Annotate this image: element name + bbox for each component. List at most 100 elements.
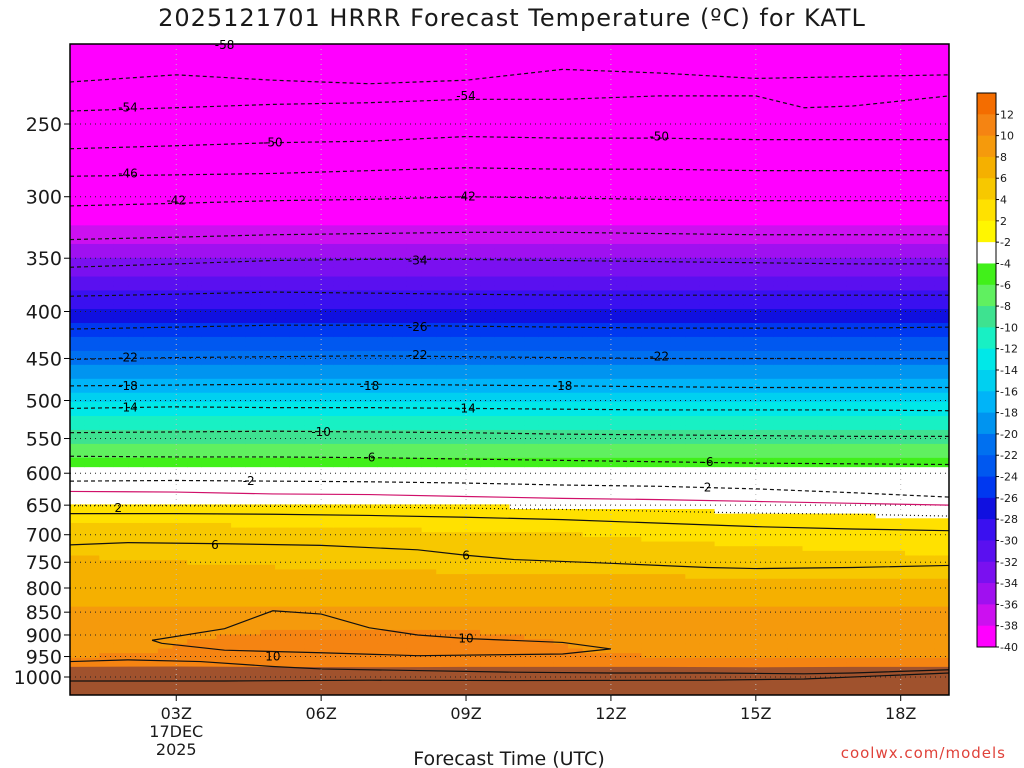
- contour-line: [70, 231, 949, 241]
- colorbar-label: -24: [1000, 471, 1018, 484]
- colorbar-swatch: [977, 135, 996, 158]
- colorbar-swatch: [977, 93, 996, 115]
- colorbar-swatch: [977, 540, 996, 563]
- contour-label: -18: [553, 379, 573, 393]
- colorbar-swatch: [977, 604, 996, 627]
- contour-label: 10: [458, 632, 473, 646]
- colorbar-label: -8: [1000, 300, 1011, 313]
- y-tick-label: 450: [26, 348, 62, 370]
- contour-line: [70, 95, 949, 112]
- colorbar: 12 10 8 6 4 2 -2 -4 -6 -8 -10 -12 -14 -16 -18 -20 -22 -24…: [976, 92, 1018, 654]
- credit-link[interactable]: coolwx.com/models: [840, 744, 1006, 762]
- colorbar-swatch: [977, 114, 996, 137]
- colorbar-label: -16: [1000, 385, 1018, 398]
- contour-line: [151, 610, 612, 657]
- x-tick-label: 18Z: [885, 704, 916, 723]
- y-tick-label: 350: [26, 248, 62, 270]
- contour-label: -14: [456, 401, 476, 415]
- contour-label: -50: [649, 130, 669, 144]
- colorbar-swatch: [977, 370, 996, 392]
- contour-line: [70, 68, 949, 85]
- colorbar-swatch: [977, 178, 996, 200]
- colorbar-swatch: [977, 497, 996, 520]
- colorbar-swatch: [977, 412, 996, 435]
- colorbar-label: 6: [1000, 172, 1007, 185]
- contour-label: -6: [702, 455, 714, 469]
- x-tick-label: 12Z: [595, 704, 626, 723]
- colorbar-label: 10: [1000, 130, 1014, 143]
- contour-line: [70, 505, 949, 517]
- contour-label: -2: [243, 474, 255, 488]
- contour-label: -22: [118, 351, 138, 365]
- colorbar-label: -34: [1000, 577, 1018, 590]
- colorbar-swatch: [977, 199, 996, 222]
- colorbar-swatch: [977, 561, 996, 584]
- x-tick-label: 06Z: [305, 704, 336, 723]
- contour-line: [70, 490, 949, 506]
- contour-line: [70, 406, 949, 412]
- colorbar-swatch: [977, 220, 996, 243]
- y-tick-label: 550: [26, 429, 62, 451]
- x-axis-label: Forecast Time (UTC): [413, 748, 604, 768]
- y-tick-label: 250: [26, 114, 62, 136]
- contour-line: [70, 672, 949, 682]
- contour-label: -58: [215, 38, 235, 52]
- colorbar-label: -28: [1000, 513, 1018, 526]
- colorbar-label: -20: [1000, 428, 1018, 441]
- colorbar-label: -32: [1000, 556, 1018, 569]
- colorbar-swatch: [977, 583, 996, 605]
- contour-label: -50: [263, 136, 283, 150]
- colorbar-swatch: [977, 156, 996, 179]
- colorbar-swatch: [977, 263, 996, 286]
- colorbar-label: 2: [1000, 215, 1007, 228]
- contour-label: -42: [456, 190, 476, 204]
- chart-title: 2025121701 HRRR Forecast Temperature (ºC…: [158, 4, 866, 32]
- y-tick-label: 750: [26, 552, 62, 574]
- colorbar-swatch: [977, 433, 996, 456]
- contour-line: [70, 167, 949, 177]
- colorbar-swatch: [977, 391, 996, 414]
- y-tick-label: 650: [26, 495, 62, 517]
- temperature-field: [70, 44, 949, 695]
- colorbar-swatch: [977, 455, 996, 477]
- y-tick-label: 400: [26, 301, 62, 323]
- contour-line: [70, 324, 949, 330]
- contour-line: [70, 513, 949, 532]
- colorbar-label: -18: [1000, 407, 1018, 420]
- y-tick-label: 850: [26, 602, 62, 624]
- y-tick-label: 600: [26, 463, 62, 485]
- contour-label: -26: [408, 320, 428, 334]
- colorbar-label: -4: [1000, 257, 1011, 270]
- contour-label: 6: [211, 538, 219, 552]
- contour-line: [70, 135, 949, 150]
- contour-label: -18: [360, 379, 380, 393]
- y-tick-label: 1000: [14, 667, 62, 689]
- contour-label: -54: [456, 89, 476, 103]
- contour-label: -54: [118, 101, 138, 115]
- colorbar-label: -6: [1000, 279, 1011, 292]
- contour-label: -42: [166, 194, 186, 208]
- contour-label: 10: [265, 650, 280, 664]
- contour-label: -6: [363, 451, 375, 465]
- x-tick-label: 03Z: [161, 704, 192, 723]
- contour-label: -22: [408, 348, 428, 362]
- contour-label: 6: [462, 548, 470, 562]
- y-tick-label: 900: [26, 625, 62, 647]
- colorbar-label: -38: [1000, 620, 1018, 633]
- colorbar-swatch: [977, 519, 996, 541]
- x-tick-sublabel: 2025: [156, 740, 197, 759]
- contour-line: [70, 355, 949, 360]
- y-tick-label: 300: [26, 187, 62, 209]
- contour-line: [70, 258, 949, 268]
- y-tick-label: 950: [26, 647, 62, 669]
- contour-line: [70, 542, 949, 570]
- contour-label: -22: [649, 350, 669, 364]
- colorbar-label: -22: [1000, 449, 1018, 462]
- colorbar-swatch: [977, 476, 996, 499]
- contour-label: -14: [118, 401, 138, 415]
- y-tick-label: 500: [26, 391, 62, 413]
- colorbar-label: -30: [1000, 534, 1018, 547]
- colorbar-label: 12: [1000, 108, 1014, 121]
- contour-line: [70, 659, 949, 675]
